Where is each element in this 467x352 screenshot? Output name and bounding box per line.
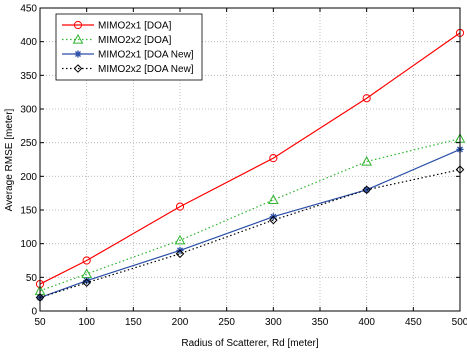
- x-tick-label: 200: [172, 317, 189, 328]
- y-tick-label: 400: [20, 37, 37, 48]
- legend-entry: MIMO2x2 [DOA New]: [62, 64, 194, 75]
- data-point: [82, 256, 91, 265]
- series-line-3: [39, 148, 461, 299]
- legend-label: MIMO2x2 [DOA]: [98, 35, 172, 46]
- y-tick-label: 450: [20, 4, 37, 15]
- legend-marker: [73, 64, 83, 73]
- data-point: [362, 94, 371, 103]
- x-tick-label: 350: [312, 317, 329, 328]
- x-tick-label: 150: [125, 317, 142, 328]
- data-point: [269, 154, 278, 163]
- y-tick-label: 100: [20, 239, 37, 250]
- x-tick-label: 100: [78, 317, 95, 328]
- legend-marker: [72, 33, 84, 44]
- data-point: [361, 155, 373, 166]
- y-tick-label: 300: [20, 105, 37, 116]
- series-layer: [34, 28, 466, 302]
- legend-marker: [74, 50, 82, 58]
- legend-label: MIMO2x1 [DOA]: [98, 21, 172, 32]
- y-axis-label: Average RMSE [meter]: [4, 108, 15, 211]
- y-tick-label: 350: [20, 71, 37, 82]
- data-point: [175, 202, 185, 211]
- y-tick-label: 150: [20, 206, 37, 217]
- x-tick-label: 250: [218, 317, 235, 328]
- x-axis-label: Radius of Scatterer, Rd [meter]: [181, 338, 319, 349]
- ticks: 50 100 150 200 250 300 350 400 450 50005010015020…: [20, 4, 467, 329]
- legend: MIMO2x1 [DOA] MIMO2x2 [DOA] MIMO2x1 [DOA N…: [55, 13, 203, 81]
- x-tick-label: 300: [265, 317, 282, 328]
- data-point: [82, 278, 91, 288]
- data-point: [267, 194, 279, 204]
- y-tick-label: 0: [31, 307, 37, 318]
- legend-marker-stroke: [75, 51, 81, 57]
- data-point-stroke: [83, 277, 90, 284]
- y-tick-label: 200: [20, 172, 37, 183]
- series-line-2: [39, 138, 461, 292]
- series-line-4: [39, 169, 461, 299]
- data-point: [269, 215, 278, 225]
- legend-marker: [73, 20, 83, 30]
- data-point: [362, 185, 371, 195]
- legend-entry: MIMO2x1 [DOA New]: [62, 50, 194, 61]
- plot-frame: [39, 7, 461, 312]
- x-tick-label: 50: [34, 317, 46, 328]
- series-line-1: [39, 32, 461, 285]
- legend-entry: MIMO2x2 [DOA]: [62, 33, 172, 46]
- data-point: [174, 234, 186, 245]
- y-tick-label: 250: [20, 138, 37, 149]
- legend-entry: MIMO2x1 [DOA]: [62, 21, 172, 32]
- y-tick-label: 50: [26, 273, 38, 284]
- data-point: [175, 249, 185, 259]
- x-tick-label: 500: [452, 317, 467, 328]
- x-tick-label: 400: [358, 317, 375, 328]
- x-tick-label: 450: [405, 317, 422, 328]
- legend-label: MIMO2x1 [DOA New]: [98, 50, 194, 61]
- legend-label: MIMO2x2 [DOA New]: [98, 64, 194, 75]
